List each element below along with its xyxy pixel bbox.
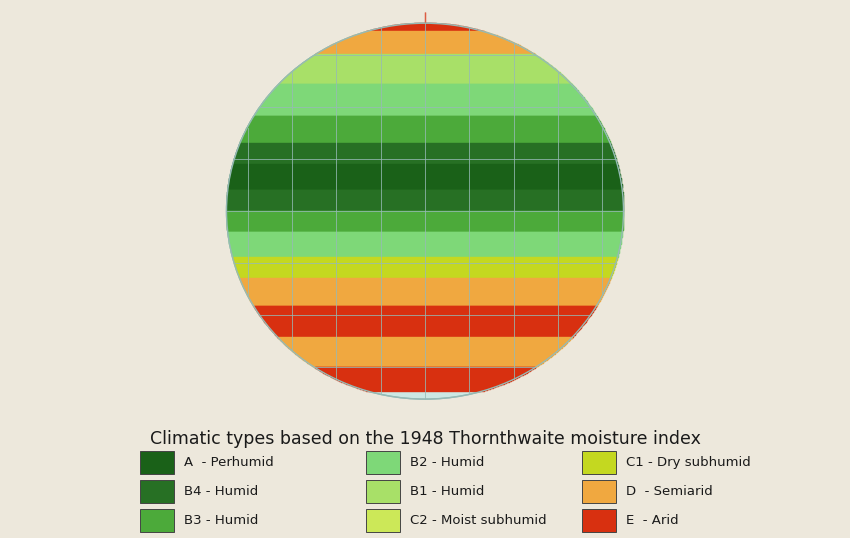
Ellipse shape [226, 23, 624, 399]
Text: C2 - Moist subhumid: C2 - Moist subhumid [410, 514, 547, 527]
Text: B3 - Humid: B3 - Humid [184, 514, 258, 527]
Text: C1 - Dry subhumid: C1 - Dry subhumid [626, 456, 751, 469]
FancyBboxPatch shape [140, 451, 174, 475]
Text: B2 - Humid: B2 - Humid [410, 456, 484, 469]
Text: A  - Perhumid: A - Perhumid [184, 456, 275, 469]
FancyBboxPatch shape [366, 451, 400, 475]
FancyBboxPatch shape [582, 509, 616, 532]
FancyBboxPatch shape [582, 451, 616, 475]
Text: E  - Arid: E - Arid [626, 514, 679, 527]
Text: B4 - Humid: B4 - Humid [184, 485, 258, 498]
Text: B1 - Humid: B1 - Humid [410, 485, 484, 498]
FancyBboxPatch shape [366, 509, 400, 532]
Text: D  - Semiarid: D - Semiarid [626, 485, 713, 498]
FancyBboxPatch shape [140, 509, 174, 532]
Text: Climatic types based on the 1948 Thornthwaite moisture index: Climatic types based on the 1948 Thornth… [150, 430, 700, 449]
FancyBboxPatch shape [366, 480, 400, 504]
FancyBboxPatch shape [582, 480, 616, 504]
FancyBboxPatch shape [140, 480, 174, 504]
